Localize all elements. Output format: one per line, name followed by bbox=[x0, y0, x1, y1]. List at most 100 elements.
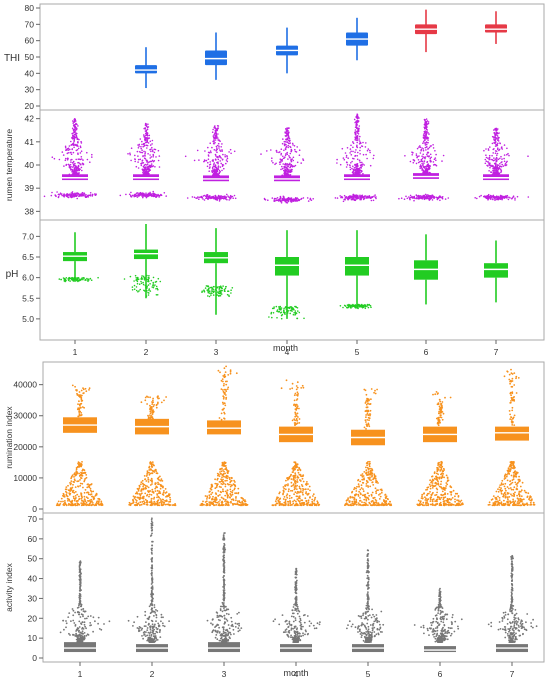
rumination-point bbox=[73, 499, 76, 502]
rumen-point bbox=[75, 120, 77, 122]
rumination-point bbox=[278, 504, 281, 506]
rumen-point bbox=[514, 199, 516, 201]
rumen-point bbox=[74, 128, 76, 131]
rumen-point bbox=[495, 166, 498, 168]
ph-outlier-point bbox=[64, 280, 66, 283]
rumen-point bbox=[219, 166, 222, 168]
rumen-point bbox=[490, 171, 492, 173]
rumination-point bbox=[286, 493, 289, 496]
rumination-point bbox=[141, 482, 144, 485]
rumen-point bbox=[425, 131, 427, 134]
rumen-point bbox=[76, 127, 78, 130]
rumination-point bbox=[225, 465, 227, 467]
rumen-point bbox=[287, 131, 290, 134]
rumination-point bbox=[298, 485, 301, 488]
rumen-point bbox=[214, 173, 217, 176]
rumination-point bbox=[64, 488, 67, 491]
rumen-point bbox=[140, 147, 142, 150]
rumen-point bbox=[422, 169, 424, 171]
ph-outlier-point bbox=[287, 309, 289, 312]
rumen-point bbox=[76, 197, 78, 200]
rumination-point bbox=[234, 503, 237, 506]
ph-outliers-month-2 bbox=[123, 274, 162, 297]
rumination-point bbox=[296, 407, 298, 409]
rumen-point bbox=[294, 164, 297, 167]
rumination-point bbox=[152, 464, 155, 467]
rumen-point bbox=[70, 151, 72, 154]
ph-outlier-point bbox=[279, 305, 282, 308]
rumination-point bbox=[291, 387, 294, 390]
rumen-point bbox=[428, 197, 431, 200]
ph-outlier-point bbox=[231, 287, 234, 289]
rumen-point bbox=[285, 200, 287, 202]
rumen-point bbox=[137, 158, 140, 161]
rumination-point bbox=[232, 483, 235, 485]
rumen-point bbox=[501, 158, 503, 160]
ph-y-tick-label: 5.5 bbox=[22, 293, 34, 303]
rumen-point bbox=[478, 195, 481, 198]
rumen-point bbox=[488, 162, 490, 164]
rumination-point bbox=[224, 494, 227, 497]
rumen-point bbox=[141, 151, 144, 154]
rumen-point bbox=[140, 164, 143, 167]
rumen-point bbox=[288, 127, 290, 129]
rumen-point bbox=[158, 166, 161, 168]
rumen-point bbox=[286, 141, 288, 143]
rumination-point bbox=[162, 486, 164, 489]
rumination-point bbox=[221, 481, 224, 483]
rumen-point bbox=[298, 154, 301, 156]
rumen-point bbox=[424, 137, 426, 140]
ph-outlier-point bbox=[284, 306, 287, 308]
rumen-point bbox=[270, 149, 272, 151]
rumination-point bbox=[298, 473, 301, 476]
rumination-point bbox=[90, 490, 93, 493]
rumen-point bbox=[430, 196, 433, 198]
rumination-point bbox=[369, 485, 372, 488]
rumen-point bbox=[225, 162, 227, 165]
rumination-point bbox=[87, 504, 89, 507]
top-x-tick-label: 1 bbox=[73, 347, 78, 357]
ph-outlier-point bbox=[148, 289, 150, 291]
rumination-point bbox=[211, 484, 213, 487]
rumen-point bbox=[154, 166, 156, 168]
rumination-point bbox=[87, 493, 90, 496]
ph-outlier-point bbox=[346, 306, 348, 309]
rumination-point bbox=[78, 475, 81, 477]
rumination-point bbox=[294, 504, 296, 507]
rumen-point bbox=[502, 195, 505, 198]
rumen-point bbox=[205, 159, 208, 162]
rumen-point bbox=[79, 146, 82, 149]
rumination-point bbox=[289, 474, 292, 477]
ph-outlier-point bbox=[343, 304, 346, 307]
rumen-point bbox=[286, 165, 288, 167]
rumination-point bbox=[81, 474, 84, 477]
rumen-point bbox=[145, 196, 148, 199]
rumen-point bbox=[159, 194, 161, 197]
rumination-point bbox=[225, 365, 228, 368]
rumen-point bbox=[290, 200, 292, 203]
rumination-y-tick-label: 20000 bbox=[13, 442, 37, 452]
rumen-point bbox=[423, 195, 426, 198]
rumen-point bbox=[215, 166, 217, 169]
rumen-point bbox=[280, 168, 282, 171]
rumen-point bbox=[350, 150, 352, 153]
thi-box bbox=[205, 50, 227, 66]
rumination-point bbox=[81, 461, 83, 463]
rumen-point bbox=[79, 168, 81, 170]
rumination-point bbox=[85, 390, 88, 393]
rumination-point bbox=[223, 411, 226, 414]
rumen-point bbox=[213, 162, 216, 164]
rumination-point bbox=[70, 476, 73, 478]
rumen-point bbox=[291, 165, 293, 167]
rumen-point bbox=[218, 155, 221, 157]
rumination-point bbox=[225, 502, 227, 505]
rumen-point bbox=[493, 138, 495, 141]
rumination-point bbox=[218, 417, 221, 419]
rumen-point bbox=[356, 141, 359, 144]
rumen-point bbox=[224, 155, 226, 158]
rumen-point bbox=[497, 164, 500, 166]
rumen-point bbox=[221, 195, 224, 198]
rumination-point bbox=[57, 500, 60, 503]
rumen-point bbox=[71, 193, 74, 195]
ph-outlier-point bbox=[271, 316, 273, 319]
